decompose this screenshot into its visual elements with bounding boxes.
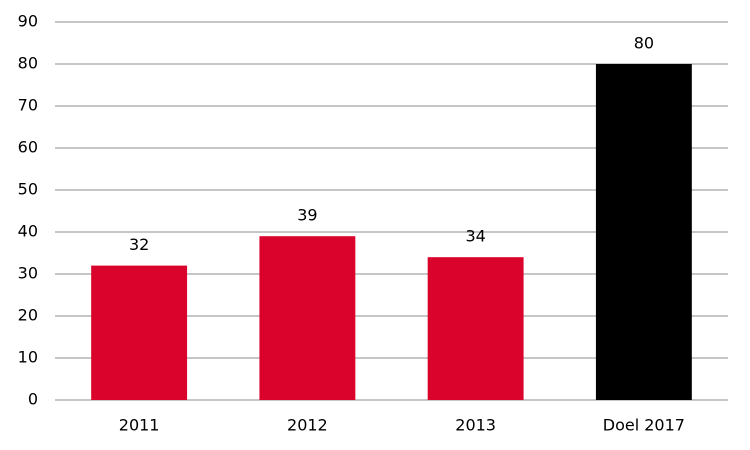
y-tick-label: 10: [18, 348, 38, 367]
y-tick-label: 80: [18, 54, 38, 73]
data-label: 32: [129, 235, 149, 254]
y-tick-label: 0: [28, 390, 38, 409]
data-label: 39: [297, 206, 317, 225]
y-tick-label: 60: [18, 138, 38, 157]
bar: [259, 236, 356, 400]
y-tick-label: 70: [18, 96, 38, 115]
data-label: 34: [465, 227, 485, 246]
x-tick-label: 2011: [119, 416, 160, 435]
x-tick-label: 2013: [455, 416, 496, 435]
bar: [427, 257, 524, 400]
y-tick-label: 30: [18, 264, 38, 283]
x-tick-label: Doel 2017: [603, 416, 685, 435]
y-tick-label: 20: [18, 306, 38, 325]
y-tick-label: 90: [18, 12, 38, 31]
y-tick-label: 50: [18, 180, 38, 199]
bar: [91, 265, 188, 400]
y-tick-label: 40: [18, 222, 38, 241]
data-label: 80: [634, 34, 654, 53]
bar: [595, 64, 692, 400]
x-tick-label: 2012: [287, 416, 328, 435]
